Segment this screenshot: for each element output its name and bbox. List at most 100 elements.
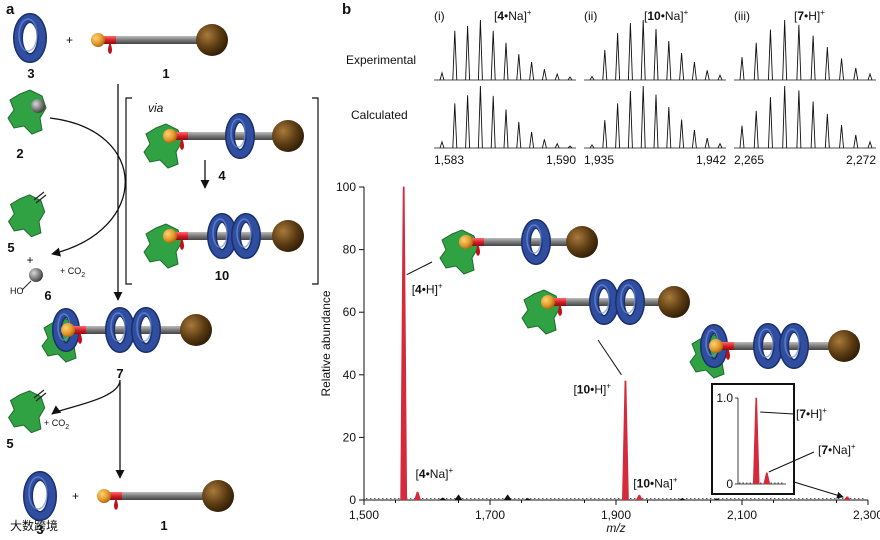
isotope-panel-1-roman: (i) — [434, 9, 445, 23]
axle-1-bottom-orange-bead — [97, 489, 111, 503]
inset-peak-label-2: [7•Na]+ — [818, 442, 856, 457]
isotope-panel-2-experimental-peak-7 — [666, 40, 672, 81]
inset-peak-2 — [763, 472, 771, 485]
y-axis-label: Relative abundance — [319, 290, 333, 396]
spectrum-rotaxane-7-orange-bead — [709, 339, 723, 353]
x-tick-label-1500: 1,500 — [349, 508, 379, 522]
x-tick-label-2100: 2,100 — [727, 508, 757, 522]
rotaxane-7-orange-bead — [61, 323, 75, 337]
spectrum-rotaxane-4-axle — [466, 238, 574, 246]
isotope-panel-3-experimental-peak-8 — [839, 58, 845, 81]
compound-label-10: 10 — [215, 268, 229, 283]
isotope-panel-1-experimental-peak-5 — [490, 30, 496, 81]
isotope-panel-3-calculated-peak-10 — [867, 140, 873, 149]
isotope-panel-3-experimental-peak-3 — [767, 29, 773, 81]
isotope-panel-2-calculated-peak-10 — [704, 137, 710, 149]
rotaxane-10-stopper — [272, 220, 304, 252]
peak-label-4: [10•Na]+ — [633, 475, 678, 490]
axle-1-top-red-segment — [102, 36, 116, 44]
spectrum-rotaxane-10-axle — [548, 298, 666, 306]
axle-1-bottom-stopper — [202, 480, 234, 512]
alkene-5-top — [33, 191, 47, 204]
axle-1-bottom — [97, 480, 234, 512]
isotope-panel-3-calculated-peak-3 — [767, 97, 773, 149]
spectrum-rotaxane-10-red-drop — [558, 304, 562, 316]
x-tick-label-1700: 1,700 — [475, 508, 505, 522]
rotaxane-4-stopper — [272, 120, 304, 152]
rotaxane-4-ring-1-hl — [230, 118, 246, 148]
row-label-experimental: Experimental — [346, 53, 416, 67]
isotope-panel-3-calculated-peak-2 — [753, 110, 759, 149]
compound-label-7: 7 — [116, 366, 123, 381]
isotope-panel-3-experimental-peak-10 — [867, 72, 873, 81]
axle-1-bottom-red-drop — [114, 498, 118, 510]
spectrum-rotaxane-7 — [689, 323, 860, 379]
isotope-panel-1-calculated-peak-7 — [516, 121, 522, 149]
isotope-panel-2-calculated-peak-8 — [679, 119, 685, 149]
y-tick-label-40: 40 — [343, 368, 357, 382]
spectrum-rotaxane-10 — [521, 279, 690, 335]
isotope-panel-1-experimental-peak-11 — [567, 76, 573, 81]
leader-line-4 — [406, 261, 433, 276]
isotope-panel-1-calculated-peak-5 — [490, 95, 496, 149]
rotaxane-4-red-drop — [180, 138, 184, 150]
compound-label-2: 2 — [16, 146, 23, 161]
isotope-panel-3-experimental-peak-9 — [853, 67, 859, 81]
co2-label-bottom: + CO2 — [44, 418, 69, 431]
isotope-panel-2-calculated-peak-2 — [602, 120, 608, 149]
inset-chart: 01.0 — [711, 383, 795, 495]
spectrum-rotaxane-4-ligand — [439, 229, 479, 275]
compound-label-3-bottom: 3 — [36, 522, 43, 537]
noise-peak-1 — [454, 494, 463, 500]
isotope-panel-2-experimental-peak-6 — [653, 28, 659, 81]
spectrum-rotaxane-7-red-drop — [726, 348, 730, 360]
peak-label-3: [10•H]+ — [573, 382, 611, 397]
spectrum-rotaxane-10-ring-1 — [590, 280, 618, 324]
isotope-panel-3-calculated-peak-5 — [796, 90, 802, 149]
isotope-panel-1-calculated-peak-1 — [439, 140, 445, 149]
y-tick-label-60: 60 — [343, 305, 357, 319]
ring-3-bottom-hl — [28, 476, 48, 510]
isotope-panel-2-experimental-peak-4 — [627, 22, 633, 81]
plus-sign-bottom: + — [72, 489, 79, 503]
metal-ball-2 — [31, 99, 45, 113]
inset-peak-1 — [752, 397, 760, 485]
rotaxane-7-ring-1-hl — [110, 312, 126, 342]
panel-b-label: b — [342, 1, 351, 18]
isotope-panel-1-experimental-peak-4 — [477, 19, 483, 81]
isotope-panel-3-calculated-peak-7 — [824, 113, 830, 149]
isotope-panel-3-calculated-peak-6 — [810, 101, 816, 149]
co2-label-top: + CO2 — [60, 266, 85, 279]
rotaxane-7-ring-2-hl — [136, 312, 152, 342]
isotope-panel-2-experimental-peak-1 — [589, 75, 595, 81]
noise-peak-2 — [503, 494, 512, 500]
peak-label-1: [4•H]+ — [412, 281, 443, 296]
isotope-panel-1-experimental-peak-8 — [529, 61, 535, 81]
isotope-panel-2-experimental-peak-3 — [615, 33, 621, 81]
axle-1-top-orange-bead — [91, 33, 105, 47]
isotope-panel-3-ion: [7•H]+ — [794, 8, 825, 23]
isotope-panel-3-experimental-peak-2 — [753, 42, 759, 81]
ho-bond — [21, 280, 32, 291]
isotope-panel-2-experimental-peak-10 — [704, 70, 710, 81]
rotaxane-10-ring-1-hl — [212, 218, 228, 248]
isotope-panel-2-xmax: 1,942 — [696, 153, 726, 167]
reaction-scheme: a 3 +1 2 5 + HO 6 + CO2 via 4 10 7 5 + CO2 3 +1 大数跨境 — [6, 1, 319, 537]
peak-1 — [400, 186, 408, 501]
isotope-panel-2-calculated-peak-5 — [640, 85, 646, 149]
noise-peak-6 — [712, 498, 721, 500]
axle-1-bottom-axle — [104, 492, 210, 500]
peak-4 — [635, 494, 643, 501]
isotope-panel-1-experimental-peak-2 — [452, 30, 458, 81]
isotope-panel-3: (iii) [7•H]+ 2,265 2,272 — [734, 8, 876, 167]
isotope-panel-2-calculated-peak-11 — [717, 142, 723, 149]
x-axis-label: m/z — [606, 521, 625, 535]
spectrum-rotaxane-10-ligand — [521, 289, 561, 335]
isotope-panel-1-calculated-peak-8 — [529, 131, 535, 149]
isotope-panel-3-experimental-peak-6 — [810, 35, 816, 81]
isotope-panel-2-experimental-peak-11 — [717, 74, 723, 81]
isotope-panel-1-xmax: 1,590 — [546, 153, 576, 167]
isotope-panel-3-experimental-peak-7 — [824, 46, 830, 81]
isotope-panel-1-experimental-peak-9 — [541, 69, 547, 81]
rotaxane-7 — [41, 307, 212, 363]
